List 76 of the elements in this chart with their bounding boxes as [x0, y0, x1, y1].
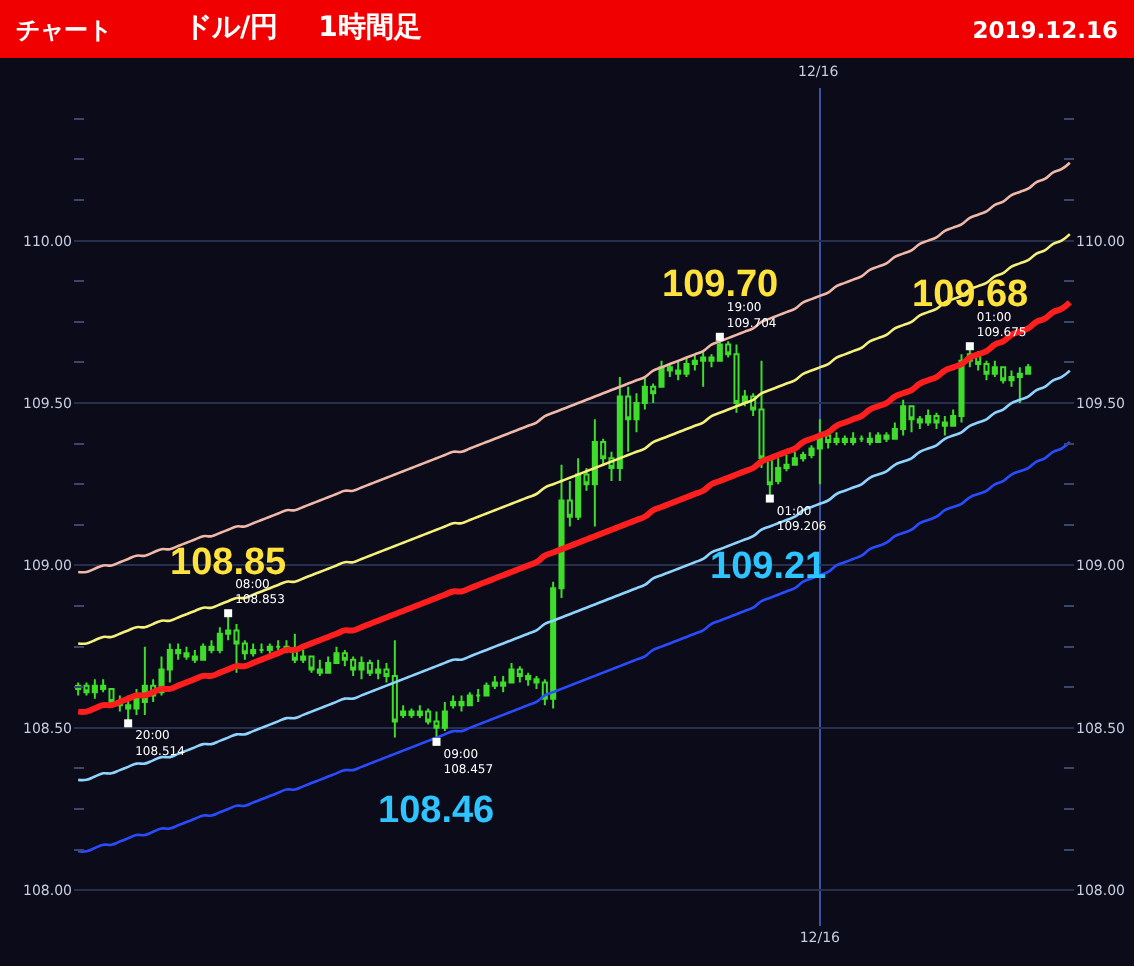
candlestick [875, 431, 882, 444]
candlestick [733, 343, 740, 414]
candlestick [341, 648, 348, 668]
candlestick [466, 691, 473, 707]
candlestick [933, 411, 940, 431]
point [965, 342, 974, 351]
candlestick [516, 665, 523, 684]
candlestick [575, 457, 582, 521]
line-series [76, 440, 1072, 853]
candlestick [408, 707, 415, 720]
annotation: 108.46 [378, 790, 495, 832]
candlestick [233, 622, 240, 674]
candlestick [266, 642, 273, 655]
candlestick [441, 700, 448, 733]
candlestick [125, 694, 132, 725]
candlestick [983, 359, 990, 382]
text: 2019.12.16 [972, 16, 1118, 44]
candlestick [250, 642, 257, 658]
candlestick [416, 704, 423, 720]
candlestick [191, 648, 198, 664]
candlestick [616, 376, 623, 483]
candlestick [683, 356, 690, 379]
candlestick [1016, 366, 1023, 405]
candlestick [458, 694, 465, 713]
candlestick [700, 350, 707, 388]
line-series [76, 232, 1072, 645]
candlestick [358, 655, 365, 681]
candlestick [100, 678, 107, 694]
candlestick [991, 359, 998, 379]
candlestick [450, 694, 457, 710]
line-series [76, 369, 1072, 782]
point [432, 737, 441, 746]
candlestick [366, 658, 373, 677]
candlestick [883, 431, 890, 444]
candlestick [791, 450, 798, 466]
candlestick [1000, 366, 1007, 385]
point [765, 494, 774, 503]
candlestick [350, 655, 357, 677]
candlestick [758, 359, 765, 470]
candlestick [833, 431, 840, 447]
candlestick [391, 639, 398, 739]
candlestick [941, 415, 948, 437]
candlestick [183, 645, 190, 661]
candlestick [841, 434, 848, 447]
candlestick [850, 431, 857, 447]
candlestick [908, 405, 915, 434]
annotation: 109.21 [710, 546, 828, 588]
candlestick [591, 418, 598, 528]
point [715, 332, 724, 341]
text: ドル/円 1時間足 [184, 12, 422, 44]
candlestick [316, 658, 323, 677]
candlestick [375, 658, 382, 681]
candlestick [900, 398, 907, 437]
candlestick [866, 431, 873, 447]
candlestick [800, 450, 807, 463]
candlestick [475, 687, 482, 703]
candlestick [525, 671, 532, 687]
candlestick [258, 642, 265, 655]
candlestick [508, 661, 515, 684]
candlestick [200, 642, 207, 661]
candlestick [675, 359, 682, 382]
candlestick [483, 681, 490, 697]
point [224, 609, 233, 618]
candlestick [958, 353, 965, 424]
candlestick [816, 418, 823, 486]
candlestick [308, 655, 315, 674]
candlestick [108, 687, 115, 707]
candlestick [83, 681, 90, 697]
candlestick [91, 678, 98, 700]
candlestick [275, 639, 282, 651]
candlestick [325, 655, 332, 674]
candlestick [858, 434, 865, 444]
point [124, 719, 133, 728]
chart-title: チャート [16, 14, 112, 46]
candlestick [925, 408, 932, 427]
candlestick [491, 674, 498, 690]
